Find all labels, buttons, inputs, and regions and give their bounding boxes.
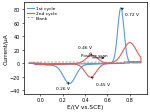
1st cycle [120,8,122,9]
2nd cycle [109,63,111,65]
1st cycle [109,63,111,65]
1st cycle [82,66,84,67]
Text: Positive scan: Positive scan [81,53,107,57]
Blank [95,62,97,63]
Line: 2nd cycle: 2nd cycle [29,43,141,78]
Legend: 1st cycle, 2nd cycle, Blank: 1st cycle, 2nd cycle, Blank [26,6,58,22]
Text: 0.26 V: 0.26 V [56,83,70,90]
Line: Blank: Blank [29,62,141,63]
1st cycle [68,83,70,84]
2nd cycle [116,63,118,64]
2nd cycle [42,64,44,65]
2nd cycle [129,43,131,44]
2nd cycle [90,77,92,78]
Blank [29,62,31,63]
2nd cycle [28,63,30,64]
2nd cycle [122,63,124,64]
Blank [97,62,99,63]
Blank [95,62,97,63]
Blank [28,62,30,63]
Blank [140,62,142,64]
1st cycle [116,63,118,65]
1st cycle [28,63,30,64]
1st cycle [59,70,61,71]
1st cycle [28,63,30,64]
X-axis label: E/(V vs.SCE): E/(V vs.SCE) [67,104,103,109]
1st cycle [122,63,124,64]
Line: 1st cycle: 1st cycle [29,9,141,84]
1st cycle [42,64,44,65]
2nd cycle [59,64,61,65]
2nd cycle [28,63,30,64]
Blank [123,62,125,64]
2nd cycle [82,68,84,70]
Text: 0.45 V: 0.45 V [91,77,110,86]
Blank [130,62,132,64]
Y-axis label: Current/μA: Current/μA [3,33,8,64]
Blank [59,62,61,63]
Text: 0.72 V: 0.72 V [121,9,139,16]
Text: 0.46 V: 0.46 V [78,46,92,55]
